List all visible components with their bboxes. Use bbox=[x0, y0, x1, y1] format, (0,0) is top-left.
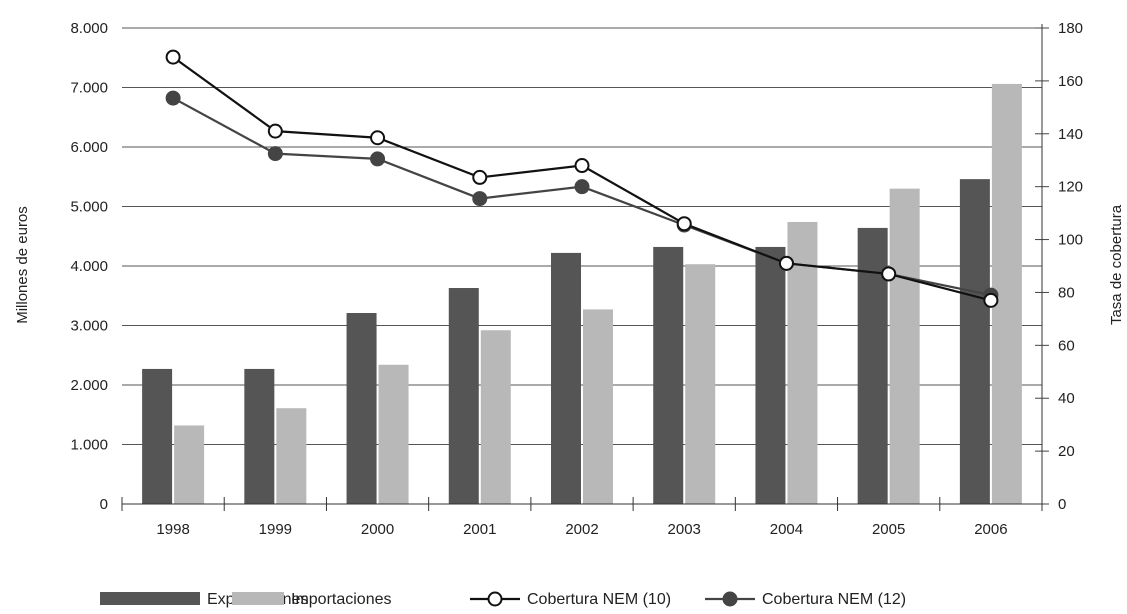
bar-importaciones bbox=[583, 309, 613, 504]
bars bbox=[142, 83, 1022, 505]
bar-exportaciones bbox=[959, 179, 990, 504]
bar-importaciones bbox=[685, 264, 716, 504]
x-tick-label: 2003 bbox=[668, 521, 701, 538]
y2-axis-title: Tasa de cobertura bbox=[1108, 204, 1125, 325]
y-tick-label: 7.000 bbox=[70, 80, 108, 97]
bar-exportaciones bbox=[346, 313, 377, 504]
point-cobertura-nem-10- bbox=[983, 292, 999, 308]
legend-marker-cobertura-nem-10- bbox=[487, 591, 503, 607]
y-tick-label: 6.000 bbox=[70, 139, 108, 156]
y2-tick-label: 160 bbox=[1058, 73, 1083, 90]
axes bbox=[121, 24, 1049, 511]
bar-importaciones bbox=[378, 364, 409, 504]
y2-tick-label: 60 bbox=[1058, 337, 1075, 354]
legend-marker-cobertura-nem-12- bbox=[722, 591, 738, 607]
point-cobertura-nem-12- bbox=[165, 90, 181, 106]
y-tick-label: 3.000 bbox=[70, 318, 108, 335]
x-tick-label: 2006 bbox=[974, 521, 1007, 538]
bar-exportaciones bbox=[448, 288, 479, 504]
point-cobertura-nem-12- bbox=[574, 179, 590, 195]
point-cobertura-nem-10- bbox=[165, 49, 181, 65]
tick-labels: 0 1.000 2.000 3.000 4.000 5.000 6.000 7.000 8.00… bbox=[70, 20, 1083, 538]
bar-importaciones bbox=[480, 330, 511, 504]
bar-exportaciones bbox=[244, 368, 275, 504]
point-cobertura-nem-10- bbox=[574, 158, 590, 174]
point-cobertura-nem-12- bbox=[370, 151, 386, 167]
point-cobertura-nem-10- bbox=[267, 123, 283, 139]
point-cobertura-nem-10- bbox=[778, 255, 794, 271]
y-tick-label: 0 bbox=[100, 496, 108, 513]
legend-label-importaciones: Importaciones bbox=[291, 591, 392, 608]
bar-exportaciones bbox=[142, 368, 173, 504]
x-tick-label: 2002 bbox=[565, 521, 598, 538]
bar-exportaciones bbox=[755, 246, 786, 504]
bar-importaciones bbox=[174, 425, 205, 504]
y-tick-label: 1.000 bbox=[70, 437, 108, 454]
point-cobertura-nem-10- bbox=[472, 169, 488, 185]
point-cobertura-nem-12- bbox=[267, 146, 283, 162]
bar-exportaciones bbox=[551, 252, 581, 504]
y2-tick-label: 20 bbox=[1058, 443, 1075, 460]
y-tick-label: 4.000 bbox=[70, 258, 108, 275]
y2-tick-label: 80 bbox=[1058, 284, 1075, 301]
point-cobertura-nem-10- bbox=[370, 130, 386, 146]
y2-tick-label: 120 bbox=[1058, 179, 1083, 196]
x-tick-label: 2004 bbox=[770, 521, 803, 538]
point-cobertura-nem-10- bbox=[676, 216, 692, 232]
lines bbox=[165, 49, 999, 308]
x-tick-label: 1999 bbox=[259, 521, 292, 538]
y2-tick-label: 180 bbox=[1058, 20, 1083, 37]
point-cobertura-nem-12- bbox=[472, 191, 488, 207]
legend-label-cobertura-nem-10-: Cobertura NEM (10) bbox=[527, 591, 671, 608]
legend-swatch-importaciones bbox=[232, 592, 284, 605]
legend-swatch-exportaciones bbox=[100, 592, 200, 605]
y-tick-label: 5.000 bbox=[70, 199, 108, 216]
bar-importaciones bbox=[889, 188, 920, 504]
y2-tick-label: 40 bbox=[1058, 390, 1075, 407]
y-tick-label: 2.000 bbox=[70, 377, 108, 394]
y2-tick-label: 100 bbox=[1058, 232, 1083, 249]
x-tick-label: 2005 bbox=[872, 521, 905, 538]
legend-label-cobertura-nem-12-: Cobertura NEM (12) bbox=[762, 591, 906, 608]
x-tick-label: 2000 bbox=[361, 521, 394, 538]
bar-exportaciones bbox=[653, 246, 684, 504]
y2-tick-label: 140 bbox=[1058, 126, 1083, 143]
x-tick-label: 1998 bbox=[156, 521, 189, 538]
bar-importaciones bbox=[276, 408, 307, 504]
y2-tick-label: 0 bbox=[1058, 496, 1066, 513]
x-tick-label: 2001 bbox=[463, 521, 496, 538]
y-axis-title: Millones de euros bbox=[14, 206, 31, 324]
bar-importaciones bbox=[787, 221, 818, 504]
point-cobertura-nem-10- bbox=[881, 266, 897, 282]
y-tick-label: 8.000 bbox=[70, 20, 108, 37]
legend: ExportacionesImportacionesCobertura NEM … bbox=[100, 591, 906, 608]
